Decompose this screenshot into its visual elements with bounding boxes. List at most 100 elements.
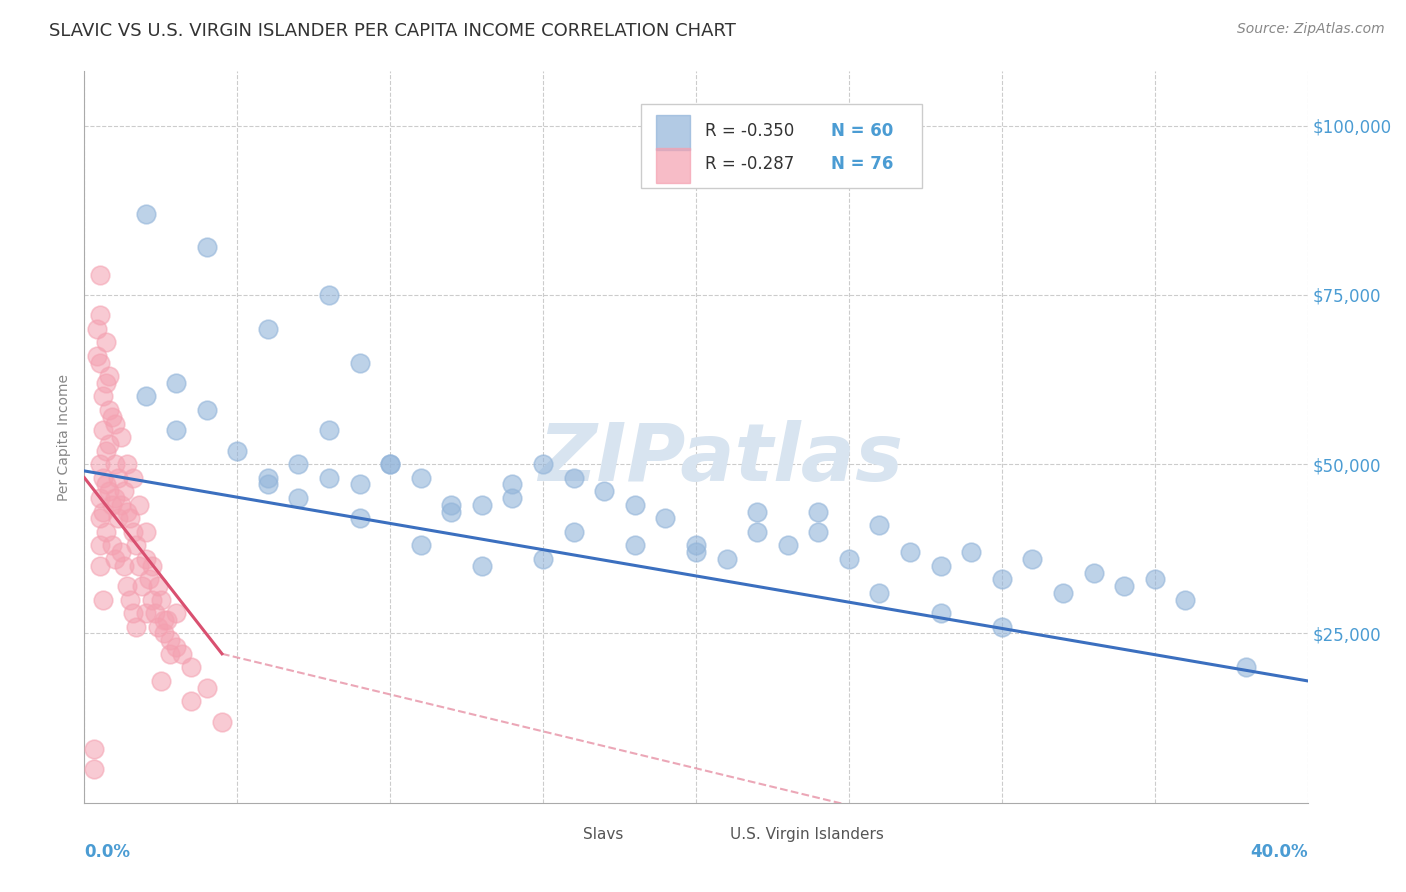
- Point: [165, 376, 187, 390]
- Point: [91, 592, 114, 607]
- Point: [122, 606, 145, 620]
- Point: [776, 538, 799, 552]
- Point: [716, 552, 738, 566]
- Point: [1236, 660, 1258, 674]
- Point: [146, 620, 169, 634]
- Point: [110, 498, 132, 512]
- Point: [131, 579, 153, 593]
- Point: [141, 592, 163, 607]
- Point: [141, 558, 163, 573]
- Point: [94, 443, 117, 458]
- Point: [115, 505, 138, 519]
- Point: [89, 457, 111, 471]
- Point: [135, 389, 157, 403]
- Point: [115, 579, 138, 593]
- Point: [89, 511, 111, 525]
- Point: [91, 389, 114, 403]
- Point: [440, 498, 463, 512]
- Text: 40.0%: 40.0%: [1250, 843, 1308, 861]
- Point: [83, 762, 105, 776]
- Point: [257, 477, 280, 491]
- Point: [195, 240, 218, 254]
- Point: [112, 558, 135, 573]
- Point: [807, 524, 830, 539]
- Point: [349, 355, 371, 369]
- Point: [149, 592, 172, 607]
- Point: [110, 545, 132, 559]
- Point: [97, 403, 120, 417]
- Point: [929, 558, 952, 573]
- Point: [125, 538, 148, 552]
- Point: [110, 430, 132, 444]
- Point: [94, 376, 117, 390]
- Point: [929, 606, 952, 620]
- Point: [128, 498, 150, 512]
- Point: [91, 505, 114, 519]
- Point: [122, 471, 145, 485]
- Point: [1143, 572, 1166, 586]
- Point: [86, 322, 108, 336]
- Point: [624, 498, 647, 512]
- Point: [94, 335, 117, 350]
- Point: [991, 572, 1014, 586]
- Point: [159, 647, 181, 661]
- Point: [138, 572, 160, 586]
- Y-axis label: Per Capita Income: Per Capita Income: [58, 374, 72, 500]
- Point: [165, 640, 187, 654]
- Point: [471, 558, 494, 573]
- Point: [91, 471, 114, 485]
- Point: [165, 423, 187, 437]
- Point: [97, 437, 120, 451]
- Point: [1052, 586, 1074, 600]
- Point: [153, 626, 176, 640]
- Point: [624, 538, 647, 552]
- Point: [869, 518, 891, 533]
- Point: [135, 206, 157, 220]
- Point: [89, 308, 111, 322]
- Point: [226, 443, 249, 458]
- Text: Slavs: Slavs: [583, 828, 624, 842]
- Point: [287, 457, 309, 471]
- Point: [380, 457, 402, 471]
- Point: [747, 524, 769, 539]
- Point: [165, 606, 187, 620]
- Point: [257, 322, 280, 336]
- Point: [318, 288, 340, 302]
- Point: [159, 633, 181, 648]
- Point: [502, 477, 524, 491]
- Point: [318, 471, 340, 485]
- Point: [97, 369, 120, 384]
- Point: [685, 545, 707, 559]
- Point: [125, 620, 148, 634]
- Point: [94, 524, 117, 539]
- Point: [471, 498, 494, 512]
- Point: [115, 457, 138, 471]
- Point: [89, 538, 111, 552]
- Point: [107, 511, 129, 525]
- Point: [869, 586, 891, 600]
- Point: [991, 620, 1014, 634]
- Point: [94, 477, 117, 491]
- Point: [349, 511, 371, 525]
- Point: [101, 498, 124, 512]
- Point: [562, 471, 585, 485]
- Text: Source: ZipAtlas.com: Source: ZipAtlas.com: [1237, 22, 1385, 37]
- Point: [531, 457, 554, 471]
- Point: [898, 545, 921, 559]
- Bar: [641, 104, 922, 188]
- Point: [89, 268, 111, 282]
- Point: [172, 647, 194, 661]
- Point: [960, 545, 983, 559]
- Point: [409, 471, 432, 485]
- Point: [122, 524, 145, 539]
- Point: [349, 477, 371, 491]
- Text: N = 76: N = 76: [831, 155, 893, 173]
- Point: [143, 606, 166, 620]
- Point: [153, 613, 176, 627]
- Point: [502, 491, 524, 505]
- Point: [120, 592, 142, 607]
- Point: [1021, 552, 1043, 566]
- Point: [101, 538, 124, 552]
- Text: SLAVIC VS U.S. VIRGIN ISLANDER PER CAPITA INCOME CORRELATION CHART: SLAVIC VS U.S. VIRGIN ISLANDER PER CAPIT…: [49, 22, 737, 40]
- Point: [1114, 579, 1136, 593]
